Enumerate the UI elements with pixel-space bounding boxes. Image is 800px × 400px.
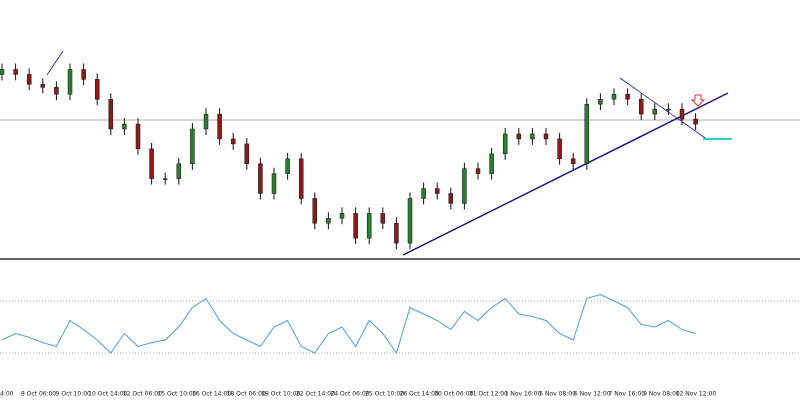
candle-body <box>135 123 141 150</box>
trend-line <box>46 50 64 76</box>
candle-body <box>462 168 467 204</box>
candle-body <box>448 193 454 204</box>
candle-body <box>353 213 358 239</box>
candle-body <box>475 168 481 174</box>
candle-body <box>598 98 603 105</box>
candle-body <box>638 98 644 115</box>
candle-body <box>693 118 698 125</box>
x-tick-label: 1 Nov 16:00 <box>505 391 542 398</box>
x-tick-label: 16 Oct 14:00 <box>192 391 231 398</box>
x-tick-label: 10 Oct 14:00 <box>88 391 127 398</box>
x-tick-label: 15 Oct 10:00 <box>157 391 196 398</box>
candle-body <box>258 163 263 194</box>
candle-body <box>190 128 195 164</box>
sell-arrow <box>690 94 706 107</box>
candle-body <box>394 223 399 244</box>
candle-body <box>366 213 372 239</box>
candle-body <box>679 108 685 120</box>
candle-body <box>543 133 549 140</box>
x-tick-label: 25 Oct 10:00 <box>365 391 404 398</box>
candle-body <box>13 69 18 75</box>
candle-body <box>339 213 345 219</box>
candle-body <box>584 103 590 164</box>
candle-body <box>108 98 114 130</box>
candle-body <box>26 74 32 85</box>
candle-body <box>122 123 127 130</box>
candle-body <box>162 178 168 180</box>
x-tick-label: 5 Nov 08:00 <box>539 391 576 398</box>
x-tick-label: 30 Oct 06:00 <box>434 391 473 398</box>
candle-body <box>489 153 494 174</box>
x-tick-label: 4:00 <box>0 391 14 398</box>
candle-body <box>611 94 617 100</box>
candle-body <box>530 133 535 140</box>
candle-body <box>244 143 250 164</box>
candle-body <box>516 133 522 140</box>
candle-body <box>557 138 562 160</box>
x-tick-label: 9 Nov 08:00 <box>643 391 680 398</box>
trend-line <box>402 92 729 256</box>
candle-body <box>94 79 100 100</box>
x-tick-label: 8 Oct 06:00 <box>21 391 56 398</box>
indicator-line <box>1 293 696 355</box>
candle-body <box>67 69 73 95</box>
candle-body <box>421 188 426 199</box>
candle-body <box>298 158 304 199</box>
candle-body <box>217 113 222 140</box>
candle-body <box>666 108 671 111</box>
candle-body <box>40 84 46 88</box>
candle-body <box>434 188 440 194</box>
candle-body <box>176 163 182 179</box>
candle-body <box>149 148 154 179</box>
x-tick-label: 12 Oct 06:00 <box>123 391 162 398</box>
x-tick-label: 26 Oct 14:00 <box>400 391 439 398</box>
x-tick-label: 12 Nov 12:00 <box>676 391 717 398</box>
candle-body <box>203 113 209 130</box>
x-tick-label: 7 Nov 16:00 <box>608 391 645 398</box>
candle-body <box>285 158 290 174</box>
candle-body <box>407 198 413 244</box>
candle-body <box>380 213 386 224</box>
candle-body <box>271 173 277 194</box>
candle-body <box>570 158 576 164</box>
x-tick-label: 31 Oct 12:00 <box>469 391 508 398</box>
x-tick-label: 6 Nov 12:00 <box>574 391 611 398</box>
x-tick-label: 24 Oct 06:00 <box>330 391 369 398</box>
candle-body <box>625 94 630 100</box>
candle-body <box>502 133 508 155</box>
candle-body <box>54 87 59 95</box>
candle-body <box>81 69 86 80</box>
candle-body <box>326 218 331 224</box>
trend-line <box>619 77 709 141</box>
x-tick-label: 19 Oct 10:00 <box>261 391 300 398</box>
x-tick-label: 18 Oct 06:00 <box>227 391 266 398</box>
x-tick-label: 9 Oct 10:00 <box>56 391 91 398</box>
candle-body <box>652 108 658 115</box>
candle-body <box>0 69 5 75</box>
candle-body <box>230 138 236 145</box>
x-tick-label: 22 Oct 14:00 <box>296 391 335 398</box>
candle-body <box>312 198 318 224</box>
